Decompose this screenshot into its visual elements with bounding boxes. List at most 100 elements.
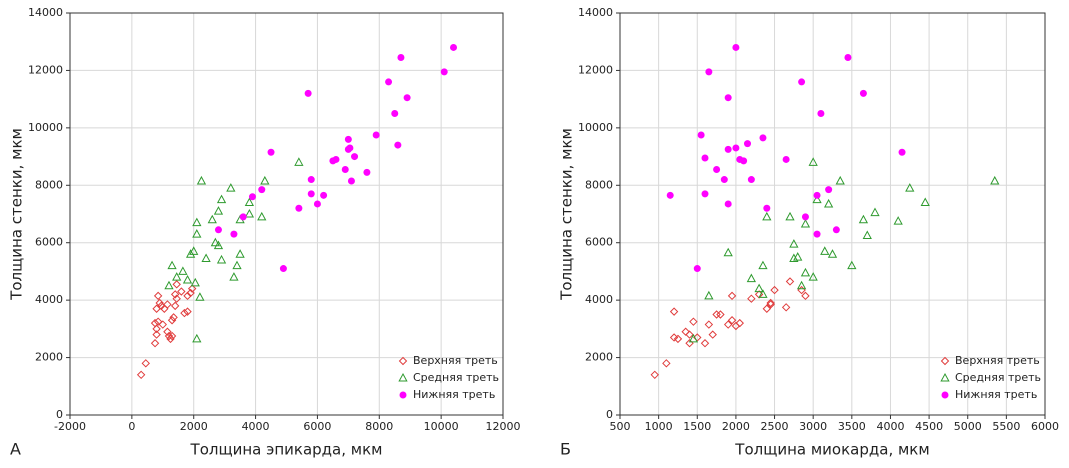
point [793, 252, 803, 261]
y-tick-label: 2000 [35, 351, 63, 364]
point [258, 186, 266, 194]
point [770, 285, 779, 295]
x-axis-title: Толщина миокарда, мкм [734, 441, 929, 459]
point [190, 277, 200, 287]
point [762, 211, 772, 221]
point [766, 300, 775, 309]
x-axis-title: Толщина эпикарда, мкм [190, 441, 383, 459]
point [164, 331, 174, 341]
point [440, 68, 448, 76]
point [163, 300, 172, 309]
point [859, 89, 867, 97]
point [394, 141, 402, 149]
point [689, 317, 698, 326]
point [183, 307, 192, 316]
point [796, 280, 807, 290]
point [817, 110, 825, 117]
y-tick-label: 8000 [35, 178, 63, 191]
point [346, 144, 354, 152]
point [701, 154, 709, 162]
point [808, 272, 818, 281]
y-tick-label: 6000 [35, 236, 63, 249]
point [207, 214, 217, 224]
point [403, 94, 411, 102]
point [152, 324, 161, 334]
point [155, 298, 164, 308]
point [244, 197, 255, 207]
x-tick-label: 10000 [424, 420, 459, 433]
point [789, 253, 799, 263]
point [898, 148, 906, 156]
point [789, 239, 799, 248]
x-tick-label: 5000 [954, 420, 982, 433]
point [782, 155, 790, 163]
point [226, 183, 236, 192]
x-tick-label: 500 [610, 420, 631, 433]
point [166, 334, 175, 344]
point [167, 331, 177, 341]
point [920, 197, 930, 207]
point [189, 246, 199, 255]
point [813, 230, 821, 238]
point [196, 175, 207, 185]
point [187, 284, 197, 293]
chart-panel: -2000 0 2000 4000 6000 8000 10000 1200002000400… [8, 6, 521, 459]
point [153, 291, 163, 301]
point [704, 290, 714, 300]
point [351, 153, 359, 161]
point [713, 165, 721, 173]
point [178, 266, 188, 275]
point [158, 320, 167, 329]
point [216, 194, 227, 204]
point [304, 89, 312, 97]
point [801, 291, 810, 301]
point [808, 157, 818, 166]
legend-marker [398, 356, 408, 366]
point [167, 260, 177, 270]
point [727, 316, 737, 325]
y-tick-label: 14000 [578, 6, 613, 19]
x-tick-label: 5500 [992, 420, 1020, 433]
point [248, 193, 256, 201]
legend-label: Нижняя треть [413, 388, 495, 401]
point [708, 330, 717, 339]
plot-frame [619, 12, 1046, 416]
x-tick-label: 4000 [242, 420, 270, 433]
x-tick-label: 0 [128, 420, 135, 433]
point [673, 334, 683, 344]
point [650, 370, 659, 380]
point [835, 175, 845, 185]
point [724, 145, 732, 153]
y-tick-label: 12000 [28, 63, 63, 76]
x-tick-label: 6000 [1031, 420, 1059, 433]
point [862, 230, 872, 240]
point [307, 176, 315, 184]
y-tick-label: 12000 [578, 63, 613, 76]
point [192, 229, 202, 238]
point [685, 330, 694, 339]
plot-frame [69, 12, 504, 416]
point [766, 298, 775, 308]
point [170, 301, 180, 311]
point [905, 183, 915, 192]
y-tick-label: 10000 [578, 121, 613, 134]
point [183, 291, 192, 301]
point [693, 265, 701, 273]
point [813, 191, 821, 199]
x-tick-label: 6000 [303, 420, 331, 433]
point [705, 68, 713, 76]
point [798, 78, 806, 86]
point [759, 134, 767, 142]
point [239, 213, 247, 221]
point [372, 131, 380, 139]
point [391, 110, 399, 117]
point [230, 230, 238, 238]
x-tick-label: 4500 [915, 420, 943, 433]
chart-panel: 500 1000 1500 2000 2500 3000 3500 4000 4500 5000 5… [558, 6, 1060, 459]
point [820, 246, 830, 255]
point [681, 327, 690, 336]
point [781, 303, 791, 312]
x-tick-label: 3000 [799, 420, 827, 433]
point [313, 200, 321, 208]
